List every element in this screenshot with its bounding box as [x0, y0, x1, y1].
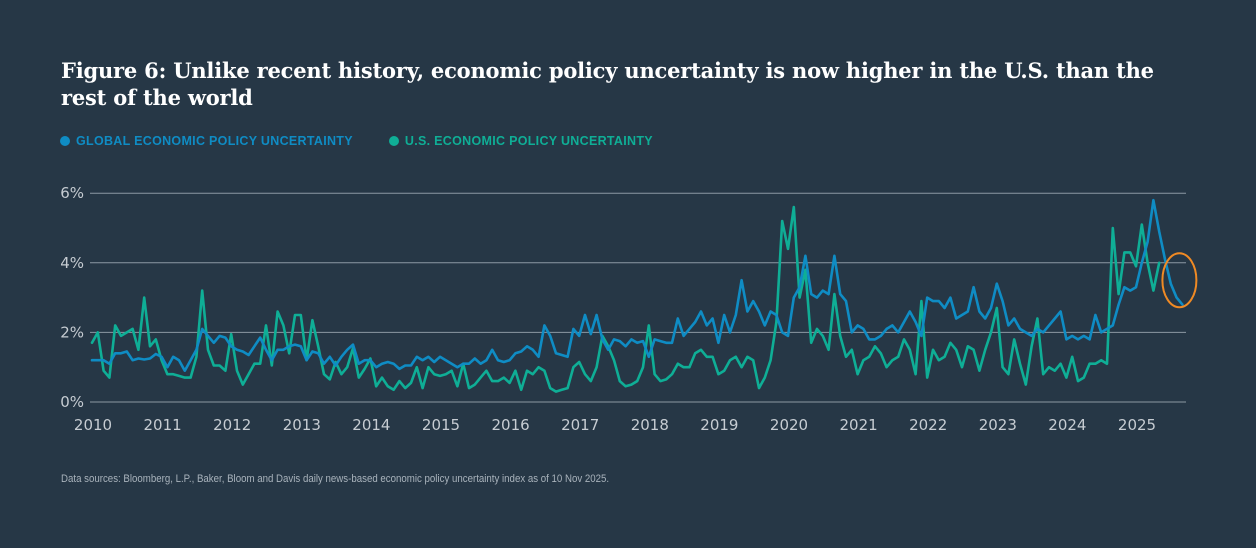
x-tick-label: 2020 [770, 416, 808, 434]
x-tick-label: 2021 [840, 416, 878, 434]
chart-title: Figure 6: Unlike recent history, economi… [61, 58, 1154, 110]
legend-label-global: GLOBAL ECONOMIC POLICY UNCERTAINTY [76, 134, 353, 148]
y-tick-label: 0% [60, 393, 84, 411]
legend-label-us: U.S. ECONOMIC POLICY UNCERTAINTY [404, 134, 653, 148]
x-tick-label: 2013 [283, 416, 321, 434]
x-tick-label: 2025 [1118, 416, 1156, 434]
x-tick-label: 2012 [213, 416, 251, 434]
x-tick-label: 2018 [631, 416, 669, 434]
x-tick-label: 2022 [909, 416, 947, 434]
x-tick-label: 2015 [422, 416, 460, 434]
x-tick-label: 2011 [144, 416, 182, 434]
x-tick-label: 2017 [561, 416, 599, 434]
gridlines [90, 192, 1186, 403]
x-tick-label: 2024 [1048, 416, 1086, 434]
annotations [1161, 252, 1198, 309]
y-tick-label: 6% [60, 184, 84, 202]
legend-item-global: GLOBAL ECONOMIC POLICY UNCERTAINTY [60, 134, 353, 148]
data-source-note: Data sources: Bloomberg, L.P., Baker, Bl… [61, 473, 610, 485]
highlight-ellipse [1161, 252, 1198, 309]
legend-dot-global-icon [60, 136, 70, 146]
series-line-us [90, 205, 1161, 393]
series-lines [90, 198, 1184, 393]
x-tick-label: 2010 [74, 416, 112, 434]
y-axis-ticks: 0% 2% 4% 6% [60, 184, 84, 411]
y-tick-label: 2% [60, 323, 84, 341]
x-axis-ticks: 2010 2011 2012 2013 2014 2015 2016 2017 2018 2019… [74, 416, 1156, 434]
legend-item-us: U.S. ECONOMIC POLICY UNCERTAINTY [388, 134, 653, 148]
chart-legend: GLOBAL ECONOMIC POLICY UNCERTAINTY U.S. … [60, 134, 653, 148]
legend-dot-us-icon [388, 136, 399, 146]
y-tick-label: 4% [60, 254, 84, 272]
x-tick-label: 2019 [700, 416, 738, 434]
x-tick-label: 2014 [352, 416, 390, 434]
series-line-global [90, 198, 1184, 373]
x-tick-label: 2023 [979, 416, 1017, 434]
x-tick-label: 2016 [492, 416, 530, 434]
